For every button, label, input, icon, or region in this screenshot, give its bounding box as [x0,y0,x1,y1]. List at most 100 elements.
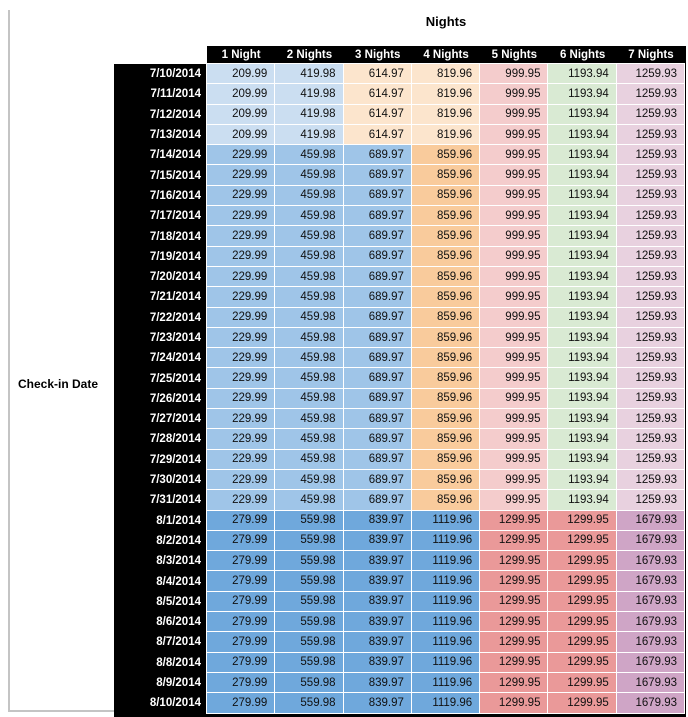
price-cell[interactable]: 459.98 [275,206,344,227]
price-cell[interactable]: 229.99 [207,368,276,389]
row-header-date[interactable]: 7/10/2014 [114,64,207,85]
price-cell[interactable]: 419.98 [275,84,344,105]
price-cell[interactable]: 1193.94 [548,287,617,308]
price-cell[interactable]: 999.95 [480,246,549,267]
price-cell[interactable]: 1299.95 [548,530,617,552]
price-cell[interactable]: 1259.93 [616,246,686,267]
price-cell[interactable]: 859.96 [411,348,481,369]
price-cell[interactable]: 689.97 [343,246,412,267]
price-cell[interactable]: 1299.95 [548,652,617,673]
row-header-date[interactable]: 7/29/2014 [114,449,207,470]
price-cell[interactable]: 1193.94 [548,327,617,349]
price-cell[interactable]: 1299.95 [548,632,617,653]
price-cell[interactable]: 999.95 [480,287,549,308]
price-cell[interactable]: 1679.93 [616,551,686,572]
price-cell[interactable]: 1259.93 [616,64,686,85]
price-cell[interactable]: 1299.95 [480,551,549,572]
price-cell[interactable]: 1193.94 [548,469,617,491]
price-cell[interactable]: 1299.95 [480,632,549,653]
price-cell[interactable]: 859.96 [411,287,481,308]
price-cell[interactable]: 859.96 [411,185,481,207]
price-cell[interactable]: 689.97 [343,327,412,349]
price-cell[interactable]: 1259.93 [616,368,686,389]
price-cell[interactable]: 999.95 [480,104,549,125]
price-cell[interactable]: 229.99 [207,185,276,207]
row-header-date[interactable]: 8/5/2014 [114,591,207,613]
price-cell[interactable]: 999.95 [480,226,549,247]
price-cell[interactable]: 1259.93 [616,409,686,430]
price-cell[interactable]: 859.96 [411,266,481,288]
price-cell[interactable]: 229.99 [207,449,276,470]
row-header-date[interactable]: 7/21/2014 [114,287,207,308]
price-cell[interactable]: 859.96 [411,388,481,410]
row-header-date[interactable]: 8/10/2014 [114,693,207,714]
price-cell[interactable]: 1299.95 [548,510,617,531]
price-cell[interactable]: 279.99 [207,672,276,694]
row-header-date[interactable]: 7/31/2014 [114,490,207,511]
price-cell[interactable]: 209.99 [207,84,276,105]
price-cell[interactable]: 1259.93 [616,469,686,491]
price-cell[interactable]: 1679.93 [616,571,686,592]
price-cell[interactable]: 689.97 [343,368,412,389]
price-cell[interactable]: 1259.93 [616,185,686,207]
row-header-date[interactable]: 7/13/2014 [114,124,207,146]
column-header[interactable]: 3 Nights [343,46,412,64]
price-cell[interactable]: 859.96 [411,307,481,328]
row-header-date[interactable]: 7/11/2014 [114,84,207,105]
price-cell[interactable]: 839.97 [343,510,412,531]
price-cell[interactable]: 229.99 [207,469,276,491]
price-cell[interactable]: 999.95 [480,490,549,511]
row-header-date[interactable]: 7/24/2014 [114,348,207,369]
price-cell[interactable]: 689.97 [343,490,412,511]
price-cell[interactable]: 999.95 [480,64,549,85]
row-header-date[interactable]: 7/25/2014 [114,368,207,389]
price-cell[interactable]: 229.99 [207,348,276,369]
price-cell[interactable]: 999.95 [480,327,549,349]
price-cell[interactable]: 999.95 [480,124,549,146]
price-cell[interactable]: 459.98 [275,287,344,308]
price-cell[interactable]: 279.99 [207,551,276,572]
price-cell[interactable]: 819.96 [411,84,481,105]
price-cell[interactable]: 859.96 [411,145,481,166]
row-header-date[interactable]: 8/8/2014 [114,652,207,673]
price-cell[interactable]: 1193.94 [548,124,617,146]
price-cell[interactable]: 279.99 [207,693,276,714]
row-header-date[interactable]: 8/6/2014 [114,612,207,633]
price-cell[interactable]: 689.97 [343,145,412,166]
price-cell[interactable]: 859.96 [411,246,481,267]
price-cell[interactable]: 1679.93 [616,591,686,613]
price-cell[interactable]: 859.96 [411,490,481,511]
price-cell[interactable]: 1679.93 [616,672,686,694]
price-cell[interactable]: 1259.93 [616,84,686,105]
price-cell[interactable]: 229.99 [207,388,276,410]
price-cell[interactable]: 1299.95 [480,530,549,552]
price-cell[interactable]: 819.96 [411,124,481,146]
price-cell[interactable]: 859.96 [411,429,481,450]
column-header[interactable]: 7 Nights [616,46,686,64]
price-cell[interactable]: 859.96 [411,469,481,491]
price-cell[interactable]: 459.98 [275,429,344,450]
price-cell[interactable]: 1119.96 [411,530,481,552]
price-cell[interactable]: 1193.94 [548,307,617,328]
price-cell[interactable]: 229.99 [207,145,276,166]
price-cell[interactable]: 614.97 [343,104,412,125]
price-cell[interactable]: 1259.93 [616,145,686,166]
price-cell[interactable]: 614.97 [343,124,412,146]
price-cell[interactable]: 1193.94 [548,266,617,288]
row-header-date[interactable]: 8/1/2014 [114,510,207,531]
price-cell[interactable]: 1299.95 [548,571,617,592]
price-cell[interactable]: 459.98 [275,348,344,369]
price-cell[interactable]: 1259.93 [616,226,686,247]
price-cell[interactable]: 459.98 [275,246,344,267]
price-cell[interactable]: 999.95 [480,266,549,288]
row-header-date[interactable]: 7/20/2014 [114,266,207,288]
price-cell[interactable]: 1299.95 [548,672,617,694]
price-cell[interactable]: 689.97 [343,469,412,491]
row-header-date[interactable]: 8/9/2014 [114,672,207,694]
row-header-date[interactable]: 7/19/2014 [114,246,207,267]
row-header-date[interactable]: 7/15/2014 [114,165,207,186]
price-cell[interactable]: 999.95 [480,206,549,227]
price-cell[interactable]: 1119.96 [411,632,481,653]
price-cell[interactable]: 839.97 [343,612,412,633]
price-cell[interactable]: 1193.94 [548,84,617,105]
